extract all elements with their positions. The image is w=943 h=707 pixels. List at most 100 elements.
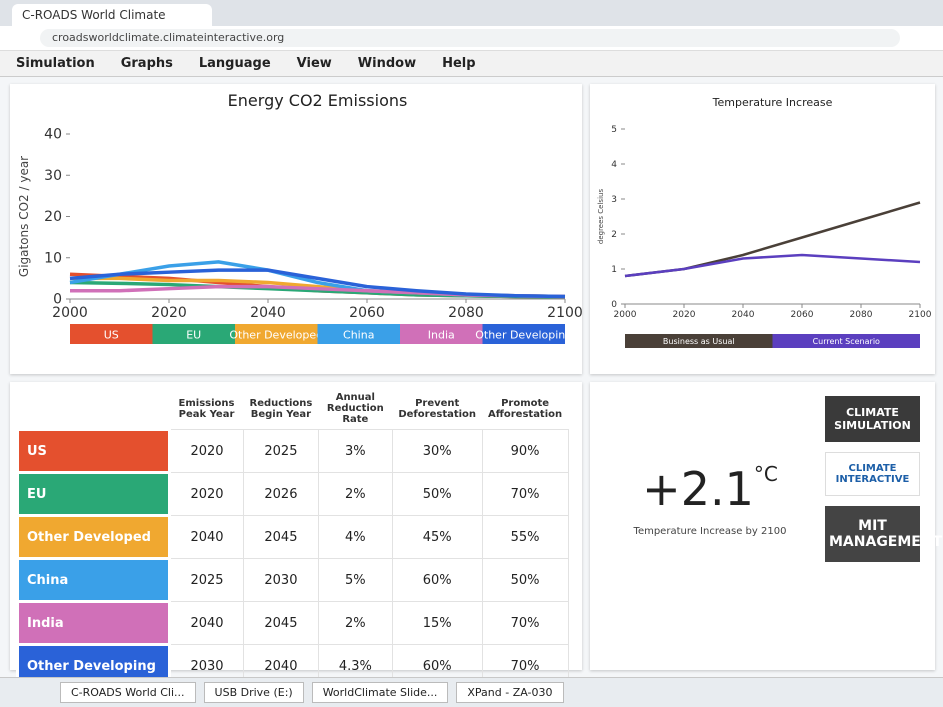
cell[interactable]: 2045	[243, 601, 319, 645]
x-tick-label: 2060	[791, 310, 814, 320]
cell[interactable]: 15%	[391, 601, 483, 645]
cell[interactable]: 2%	[317, 472, 393, 516]
emissions-panel: Energy CO2 Emissions Gigatons CO2 / year 0…	[10, 84, 583, 374]
header-row: Emissions Peak Year Reductions Begin Year…	[18, 388, 569, 430]
header-cell: Annual Reduction Rate	[326, 392, 384, 425]
cell[interactable]: 60%	[391, 558, 483, 602]
chart-title: Temperature Increase	[712, 96, 833, 109]
y-tick-label: 2	[611, 230, 617, 240]
y-tick-label: 0	[611, 300, 617, 310]
taskbar-item[interactable]: XPand - ZA-030	[456, 682, 564, 703]
menu-item[interactable]: View	[296, 56, 332, 71]
taskbar-item[interactable]: WorldClimate Slide...	[311, 682, 449, 703]
region-cell: China	[16, 557, 171, 603]
cell[interactable]: 2025	[169, 558, 244, 602]
cell[interactable]: 50%	[481, 558, 569, 602]
cell[interactable]: 70%	[481, 472, 569, 516]
legend-swatch	[70, 324, 153, 344]
table-row: China 2025 2030 5% 60% 50%	[16, 557, 569, 603]
cell[interactable]: 45%	[391, 515, 483, 559]
table-row: Other Developed 2040 2045 4% 45% 55%	[16, 514, 569, 560]
y-tick-label: 20	[44, 209, 62, 225]
legend-swatch	[400, 324, 483, 344]
cell[interactable]: 70%	[481, 601, 569, 645]
menu-item[interactable]: Language	[198, 56, 271, 71]
x-tick-label: 2080	[448, 305, 484, 321]
cell[interactable]: 2040	[169, 601, 244, 645]
legend-swatch	[625, 334, 773, 348]
x-tick-label: 2020	[151, 305, 187, 321]
result-unit: °C	[753, 462, 778, 486]
series-line	[624, 253, 921, 278]
cell[interactable]: 2040	[169, 515, 244, 559]
menu-bar: Simulation Graphs Language View Window Help	[0, 51, 943, 77]
logo: CLIMATE INTERACTIVE	[825, 452, 920, 496]
taskbar: C-ROADS World Cli... USB Drive (E:) WorldC…	[0, 677, 943, 707]
url[interactable]: croadsworldclimate.climateinteractive.or…	[40, 29, 900, 47]
browser-tab[interactable]: C-ROADS World Climate	[12, 4, 212, 26]
decision-table: Emissions Peak Year Reductions Begin Year…	[16, 388, 569, 689]
y-tick-label: 40	[44, 127, 62, 143]
legend-label: EU	[186, 329, 201, 342]
cell[interactable]: 2020	[169, 472, 244, 516]
y-axis-label: degrees Celsius	[597, 189, 605, 245]
legend-swatch	[152, 324, 235, 344]
cell[interactable]: 50%	[391, 472, 483, 516]
result: +2.1°C Temperature Increase by 2100	[610, 462, 810, 537]
cell[interactable]: 2026	[243, 472, 319, 516]
legend-label: US	[104, 329, 119, 342]
cell[interactable]: 2030	[243, 558, 319, 602]
legend-label: Other Developed	[229, 329, 323, 342]
legend-label: India	[428, 329, 455, 342]
legend-label: Current Scenario	[813, 337, 880, 346]
legend-swatch	[317, 324, 400, 344]
legend-label: China	[343, 329, 374, 342]
cell[interactable]: 2%	[317, 601, 393, 645]
taskbar-item[interactable]: C-ROADS World Cli...	[60, 682, 196, 703]
menu-item[interactable]: Graphs	[120, 56, 173, 71]
y-tick-label: 1	[611, 265, 617, 275]
y-tick-label: 4	[611, 160, 617, 170]
menu-item[interactable]: Help	[442, 56, 476, 71]
legend-label: Other Developing	[475, 329, 572, 342]
header-cell: Prevent Deforestation	[398, 397, 477, 420]
x-tick-label: 2040	[250, 305, 286, 321]
cell[interactable]: 3%	[317, 429, 393, 473]
cell[interactable]: 30%	[391, 429, 483, 473]
result-panel: +2.1°C Temperature Increase by 2100 CLIM…	[590, 382, 942, 670]
cell[interactable]: 55%	[481, 515, 569, 559]
cell[interactable]: 90%	[481, 429, 569, 473]
y-tick-label: 10	[44, 250, 62, 266]
emissions-chart: Energy CO2 Emissions Gigatons CO2 / year 0…	[17, 91, 583, 344]
table-row: US 2020 2025 3% 30% 90%	[16, 428, 569, 474]
x-tick-label: 2000	[614, 310, 637, 320]
cell[interactable]: 2020	[169, 429, 244, 473]
table-row: India 2040 2045 2% 15% 70%	[16, 600, 569, 646]
taskbar-item[interactable]: USB Drive (E:)	[203, 682, 304, 703]
cell[interactable]: 2045	[243, 515, 319, 559]
table-row: EU 2020 2026 2% 50% 70%	[16, 471, 569, 517]
y-axis-label: Gigatons CO2 / year	[17, 156, 31, 277]
series-line	[624, 201, 921, 278]
cell[interactable]: 2025	[243, 429, 319, 473]
x-tick-label: 2020	[673, 310, 696, 320]
cell[interactable]: 4%	[317, 515, 393, 559]
header-cell: Promote Afforestation	[488, 397, 563, 420]
menu-item[interactable]: Window	[357, 56, 417, 71]
menu-item[interactable]: Simulation	[16, 56, 95, 71]
header-cell: Reductions Begin Year	[249, 397, 313, 420]
y-tick-label: 0	[53, 292, 62, 308]
x-tick-label: 2080	[850, 310, 873, 320]
series-line	[69, 268, 566, 299]
x-tick-label: 2100	[909, 310, 932, 320]
result-caption: Temperature Increase by 2100	[633, 526, 787, 537]
region-cell: EU	[16, 471, 171, 517]
logos: CLIMATE SIMULATION CLIMATE INTERACTIVE M…	[825, 396, 942, 562]
cell[interactable]: 5%	[317, 558, 393, 602]
chart-title: Energy CO2 Emissions	[228, 91, 408, 110]
legend-swatch	[772, 334, 920, 348]
logo: MIT MANAGEMENT	[825, 506, 942, 562]
region-cell: India	[16, 600, 171, 646]
region-cell: US	[16, 428, 171, 474]
